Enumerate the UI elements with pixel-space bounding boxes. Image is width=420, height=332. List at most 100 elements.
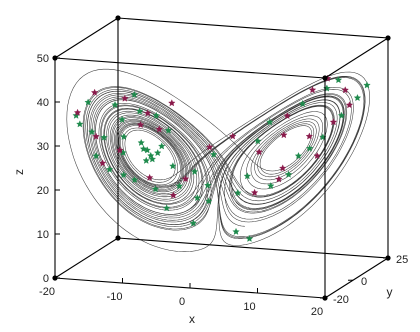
green-star-point [148, 155, 157, 163]
z-tick-label: 0 [43, 273, 49, 285]
box-edge [54, 57, 326, 79]
green-star-point [169, 162, 177, 170]
magenta-star-point [283, 111, 291, 120]
y-tick-label: 25 [396, 254, 408, 266]
green-star-point [175, 182, 184, 190]
magenta-star-point [143, 109, 152, 117]
green-star-point [204, 181, 212, 189]
green-star-point [130, 90, 139, 98]
trajectory-line [66, 68, 370, 252]
marker-layer [72, 74, 371, 242]
green-star-point [193, 194, 202, 202]
magenta-star-point [205, 143, 214, 151]
magenta-star-point [305, 132, 314, 140]
magenta-star-point [136, 120, 145, 129]
box-corner-dot [385, 35, 391, 41]
box-back-edges [54, 17, 389, 279]
magenta-star-point [116, 146, 124, 154]
green-star-point [284, 170, 293, 178]
magenta-star-point [73, 108, 82, 116]
magenta-star-point [275, 175, 283, 183]
box-corner-dot [322, 75, 328, 81]
green-star-point [337, 111, 346, 119]
green-star-point [234, 189, 242, 197]
box-edge [117, 17, 389, 39]
green-star-point [92, 152, 100, 160]
trajectory-layer [66, 68, 370, 252]
z-tick-label: 50 [37, 53, 49, 65]
green-star-point [189, 219, 198, 227]
magenta-star-point [229, 132, 237, 140]
z-axis-label: z [12, 169, 26, 175]
green-star-point [158, 142, 166, 150]
green-star-point [298, 99, 307, 107]
green-star-point [143, 146, 152, 154]
z-tick-label: 40 [37, 97, 49, 109]
green-star-point [266, 118, 274, 126]
magenta-star-point [255, 148, 263, 156]
green-star-point [105, 165, 114, 173]
magenta-star-point [181, 175, 190, 183]
z-tick-label: 20 [37, 185, 49, 197]
box-edge [324, 257, 389, 299]
green-star-point [153, 149, 162, 157]
magenta-star-point [168, 99, 176, 107]
box-corner-dot [115, 15, 121, 21]
x-tick-label: 10 [243, 301, 255, 313]
green-star-point [130, 175, 139, 184]
green-star-point [111, 100, 119, 109]
x-tick-label: -20 [39, 286, 55, 298]
green-star-point [209, 150, 218, 158]
magenta-star-point [280, 131, 288, 139]
box-edge [54, 237, 119, 279]
box-edge [54, 17, 119, 59]
box-edge [324, 37, 389, 79]
green-star-point [353, 93, 362, 102]
magenta-star-point [308, 86, 317, 94]
green-star-point [120, 132, 128, 140]
z-tick-label: 10 [37, 229, 49, 241]
green-star-point [294, 152, 303, 160]
magenta-star-point [155, 125, 163, 133]
green-star-point [363, 81, 371, 89]
green-star-point [84, 98, 92, 106]
green-star-point [119, 171, 128, 179]
green-star-point [135, 107, 144, 115]
green-star-point [243, 172, 252, 180]
magenta-star-point [92, 132, 100, 140]
green-star-point [88, 128, 96, 136]
y-axis-label: y [387, 285, 393, 299]
y-tick-label: -20 [333, 294, 349, 306]
green-star-point [267, 181, 275, 190]
magenta-star-point [341, 86, 349, 94]
green-star-point [137, 138, 145, 146]
green-star-point [232, 227, 240, 235]
green-star-point [305, 144, 314, 152]
green-star-point [162, 204, 171, 212]
magenta-star-point [279, 164, 287, 172]
x-tick-label: 0 [179, 296, 185, 308]
green-star-point [100, 133, 108, 141]
magenta-star-point [90, 88, 99, 96]
magenta-star-point [98, 159, 107, 167]
green-star-point [190, 167, 199, 175]
z-tick-label: 30 [37, 141, 49, 153]
magenta-star-point [313, 151, 321, 160]
green-star-point [334, 76, 343, 84]
green-star-point [142, 156, 150, 164]
magenta-star-point [329, 118, 338, 126]
green-star-point [164, 126, 173, 134]
box-edge [117, 237, 389, 259]
green-star-point [152, 111, 160, 119]
magenta-star-point [145, 173, 154, 181]
magenta-star-point [121, 94, 129, 102]
x-tick-label: -10 [107, 291, 123, 303]
green-star-point [118, 115, 126, 123]
y-tick-label: 0 [361, 276, 367, 288]
magenta-star-point [250, 188, 259, 196]
magenta-star-point [345, 101, 354, 109]
green-star-point [76, 120, 84, 128]
